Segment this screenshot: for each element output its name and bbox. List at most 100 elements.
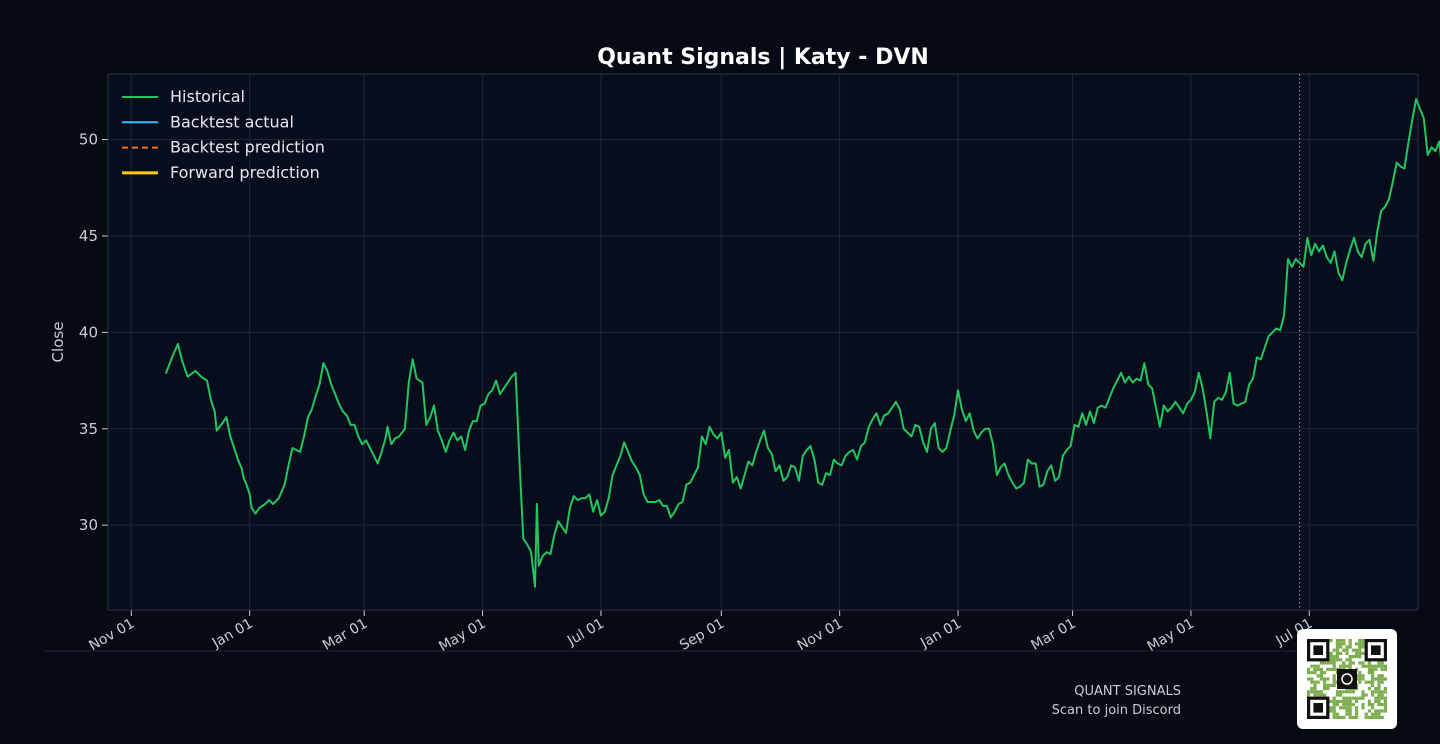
qr-module [1335,648,1339,652]
qr-module [1307,677,1311,681]
qr-module [1355,648,1359,652]
qr-module [1371,664,1375,668]
qr-module [1339,690,1343,694]
qr-module [1323,693,1327,697]
qr-module [1358,655,1362,659]
qr-module [1374,690,1378,694]
qr-module [1345,709,1349,713]
qr-module [1374,687,1378,691]
qr-module [1326,683,1330,687]
qr-module [1364,715,1368,719]
footer-cta: Scan to join Discord [1051,703,1181,718]
qr-module [1332,703,1336,707]
qr-module [1339,642,1343,646]
qr-module [1332,715,1336,719]
qr-module [1335,715,1339,719]
qr-module [1335,712,1339,716]
axes [102,73,1419,616]
qr-module [1326,661,1330,665]
qr-module [1355,696,1359,700]
qr-module [1351,696,1355,700]
qr-module [1310,677,1314,681]
qr-module [1319,677,1323,681]
qr-module [1374,677,1378,681]
legend-label: Forward prediction [170,163,320,182]
qr-module [1348,658,1352,662]
qr-module [1358,696,1362,700]
qr-module [1351,715,1355,719]
qr-module [1361,693,1365,697]
qr-module [1383,677,1387,681]
y-tick-label: 30 [79,516,98,534]
qr-module [1361,703,1365,707]
qr-module [1339,664,1343,668]
qr-module [1316,680,1320,684]
qr-module [1335,693,1339,697]
qr-module [1377,696,1381,700]
qr-module [1313,693,1317,697]
qr-module [1332,709,1336,713]
qr-module [1348,639,1352,643]
y-axis-label: Close [49,322,67,363]
qr-module [1345,696,1349,700]
qr-module [1323,677,1327,681]
qr-module [1351,648,1355,652]
chart-title: Quant Signals | Katy - DVN [597,45,929,70]
qr-module [1367,661,1371,665]
qr-module [1342,715,1346,719]
qr-module [1367,715,1371,719]
qr-module [1358,671,1362,675]
qr-module [1323,661,1327,665]
qr-module [1364,664,1368,668]
qr-module [1377,709,1381,713]
x-tick-label: Mar 01 [1028,616,1078,654]
qr-module [1335,690,1339,694]
qr-module [1348,715,1352,719]
qr-module [1323,680,1327,684]
qr-module [1348,645,1352,649]
qr-module [1374,667,1378,671]
legend-label: Historical [170,87,245,106]
series-lines [165,98,1440,588]
qr-module [1342,648,1346,652]
qr-module [1348,642,1352,646]
qr-module [1383,706,1387,710]
qr-module [1380,667,1384,671]
qr-module [1335,639,1339,643]
qr-module [1313,664,1317,668]
qr-module [1332,661,1336,665]
qr-module [1383,664,1387,668]
qr-module [1377,680,1381,684]
qr-module [1339,645,1343,649]
qr-module [1332,658,1336,662]
qr-module [1339,639,1343,643]
x-tick-label: Jul 01 [564,616,607,650]
discord-qr-code[interactable] [1297,629,1397,729]
qr-module [1332,667,1336,671]
qr-module [1348,655,1352,659]
qr-module [1345,712,1349,716]
qr-module [1316,667,1320,671]
qr-module [1374,709,1378,713]
qr-module [1310,664,1314,668]
qr-module [1377,715,1381,719]
y-tick-label: 40 [79,323,98,341]
footer-brand-name: QUANT SIGNALS [1074,684,1181,699]
qr-module [1380,677,1384,681]
qr-module [1329,667,1333,671]
y-tick-label: 45 [79,227,98,245]
qr-module [1329,706,1333,710]
qr-module [1307,690,1311,694]
qr-module [1377,674,1381,678]
qr-module [1355,699,1359,703]
qr-module [1358,680,1362,684]
qr-module [1310,690,1314,694]
qr-module [1332,655,1336,659]
qr-module [1332,683,1336,687]
qr-module [1367,680,1371,684]
qr-module [1361,645,1365,649]
qr-module [1351,661,1355,665]
qr-module [1326,677,1330,681]
qr-module [1367,667,1371,671]
